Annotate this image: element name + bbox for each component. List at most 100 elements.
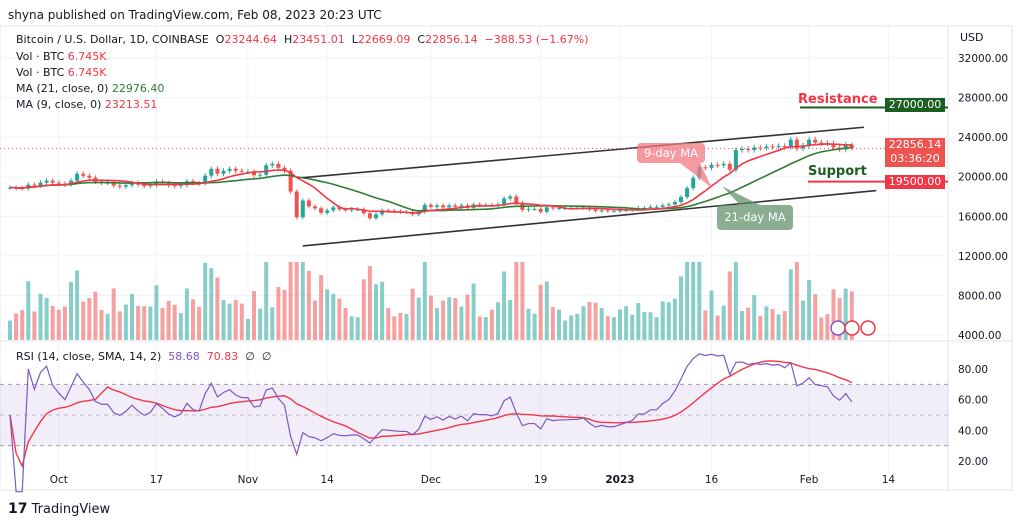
time-tick-label: 16 xyxy=(705,474,719,486)
rsi-legend[interactable]: RSI (14, close, SMA, 14, 2) 58.68 70.83 … xyxy=(16,350,271,364)
candle-body xyxy=(685,188,690,197)
candle-body xyxy=(593,209,598,211)
candle-body xyxy=(703,167,708,169)
price-tick-label: 4000.00 xyxy=(958,330,1001,342)
candle-body xyxy=(221,170,226,174)
volume-bar xyxy=(605,316,610,340)
candle-body xyxy=(215,168,220,174)
candle-body xyxy=(514,196,519,203)
volume-bar xyxy=(306,270,311,340)
volume-bar xyxy=(215,277,220,340)
volume-bar xyxy=(136,305,141,340)
volume-bar xyxy=(337,298,342,340)
volume-bar xyxy=(514,262,519,340)
volume-bar xyxy=(233,300,238,340)
open-value: 23244.64 xyxy=(224,33,277,46)
volume-bar xyxy=(435,308,439,340)
volume-bar xyxy=(416,297,421,340)
volume-bar xyxy=(410,288,415,340)
candle-body xyxy=(294,191,299,218)
candle-body xyxy=(752,147,757,151)
price-tick-label: 20000.00 xyxy=(958,172,1008,184)
volume-bar xyxy=(264,262,269,340)
candle-body xyxy=(764,146,769,149)
volume-bar xyxy=(624,306,629,340)
time-tick-label: Oct xyxy=(50,474,68,486)
symbol-title[interactable]: Bitcoin / U.S. Dollar, 1D, COINBASE xyxy=(16,33,209,46)
volume-bar xyxy=(691,262,696,340)
volume-bar xyxy=(239,303,244,340)
candle-body xyxy=(117,185,122,187)
volume-bar xyxy=(636,302,641,340)
candle-body xyxy=(538,208,543,212)
candle-body xyxy=(611,210,616,212)
candle-body xyxy=(123,185,128,187)
candle-body xyxy=(148,185,153,187)
time-tick-label: 17 xyxy=(150,474,163,486)
volume-bar xyxy=(849,291,854,340)
candle-body xyxy=(740,149,744,151)
candle-body xyxy=(672,201,677,205)
time-tick-label: Feb xyxy=(800,474,819,486)
candle-body xyxy=(422,204,427,212)
volume-bar xyxy=(367,266,372,340)
volume-bar xyxy=(99,309,104,340)
last-price-tag: 22856.14 03:36:20 xyxy=(885,138,945,167)
ma9-callout: 9-day MA xyxy=(637,143,705,163)
candle-body xyxy=(849,144,854,149)
channel-lower-line xyxy=(302,189,877,247)
volume-bar xyxy=(209,268,214,340)
volume-bar xyxy=(56,309,61,340)
close-label: C xyxy=(417,33,426,46)
price-tick-label: 12000.00 xyxy=(958,251,1008,263)
vol-legend-1[interactable]: Vol · BTC 6.745K xyxy=(16,50,106,64)
rsi-line xyxy=(9,353,853,493)
candle-body xyxy=(618,210,622,212)
candle-body xyxy=(428,204,433,207)
currency-label: USD xyxy=(960,31,984,44)
volume-bar xyxy=(288,262,293,340)
volume-bar xyxy=(794,262,799,340)
candle-body xyxy=(331,207,336,211)
volume-bar xyxy=(764,306,769,340)
ma21-callout-tail xyxy=(722,186,760,205)
chart-frame xyxy=(0,25,1013,491)
volume-bar xyxy=(184,288,189,340)
volume-bar xyxy=(575,313,580,340)
volume-bar xyxy=(270,307,275,340)
volume-bar xyxy=(825,314,830,340)
vol-legend-2[interactable]: Vol · BTC 6.745K xyxy=(16,66,106,80)
candle-body xyxy=(172,185,177,187)
volume-bar xyxy=(813,294,818,340)
volume-bar xyxy=(483,317,488,340)
volume-bar xyxy=(611,317,616,340)
candle-body xyxy=(367,213,372,219)
volume-bar xyxy=(563,320,568,340)
price-tick-label: 24000.00 xyxy=(958,132,1008,144)
ma9-legend[interactable]: MA (9, close, 0) 23213.51 xyxy=(16,98,157,112)
candle-body xyxy=(361,209,366,214)
volume-bar xyxy=(453,298,458,340)
volume-bar xyxy=(172,304,177,340)
volume-bar xyxy=(428,295,433,340)
candle-body xyxy=(325,210,330,213)
volume-bar xyxy=(801,300,805,340)
candle-body xyxy=(819,142,824,144)
volume-bar xyxy=(422,262,427,340)
volume-bar xyxy=(343,307,348,340)
volume-bar xyxy=(75,270,80,340)
volume-bar xyxy=(197,306,202,340)
time-tick-label: Nov xyxy=(238,474,259,486)
candle-body xyxy=(502,198,507,205)
candle-body xyxy=(239,170,244,172)
ma21-legend[interactable]: MA (21, close, 0) 22976.40 xyxy=(16,82,164,96)
volume-bar xyxy=(20,310,25,340)
tradingview-logo[interactable]: 17 TradingView xyxy=(8,501,111,517)
candle-body xyxy=(709,164,714,168)
price-tick-label: 32000.00 xyxy=(958,53,1008,65)
volume-bar xyxy=(538,284,543,340)
candle-body xyxy=(691,177,696,189)
volume-bar xyxy=(319,275,324,340)
low-value: 22669.09 xyxy=(357,33,411,46)
